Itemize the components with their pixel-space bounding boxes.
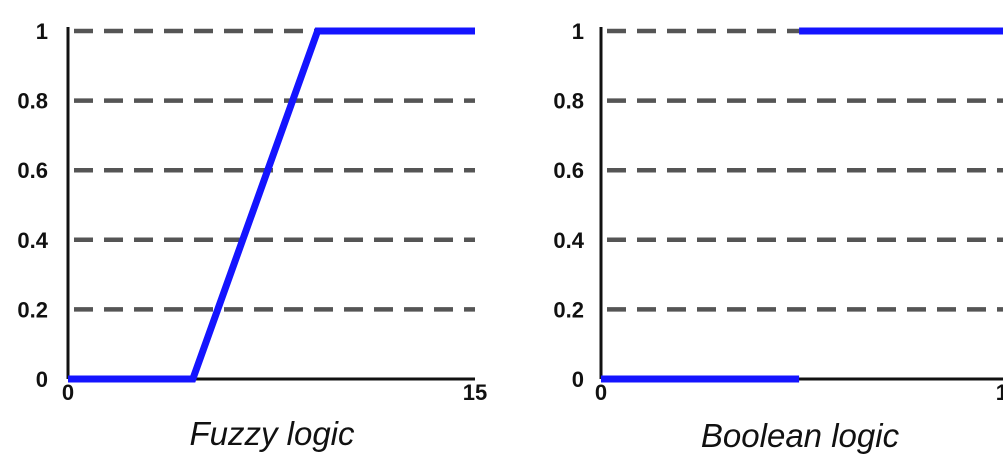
fuzzy-x-tick-label: 0	[62, 380, 74, 405]
fuzzy-y-tick-label: 0.2	[17, 297, 48, 322]
boolean-x-tick-label: 15	[996, 380, 1003, 405]
fuzzy-y-tick-label: 0	[36, 367, 48, 392]
fuzzy-y-tick-label: 1	[36, 19, 48, 44]
boolean-y-tick-label: 0.2	[553, 297, 584, 322]
boolean-y-tick-label: 0.8	[553, 89, 584, 114]
fuzzy-y-tick-label: 0.6	[17, 158, 48, 183]
boolean-y-tick-label: 0.6	[553, 158, 584, 183]
boolean-y-tick-label: 1	[572, 19, 584, 44]
boolean-logic-chart: 0 0.2 0.4 0.6 0.8 1 0 15 Boolean logic	[553, 19, 1003, 454]
fuzzy-x-tick-label: 15	[463, 380, 487, 405]
boolean-chart-caption: Boolean logic	[701, 417, 900, 454]
fuzzy-y-tick-label: 0.8	[17, 89, 48, 114]
boolean-y-tick-label: 0	[572, 367, 584, 392]
fuzzy-y-tick-label: 0.4	[17, 228, 48, 253]
boolean-x-tick-label: 0	[595, 380, 607, 405]
fuzzy-logic-chart: 0 0.2 0.4 0.6 0.8 1 0 15 Fuzzy logic	[17, 19, 487, 452]
boolean-y-tick-label: 0.4	[553, 228, 584, 253]
fuzzy-chart-caption: Fuzzy logic	[189, 415, 355, 452]
fuzzy-series-line-0	[68, 27, 475, 383]
